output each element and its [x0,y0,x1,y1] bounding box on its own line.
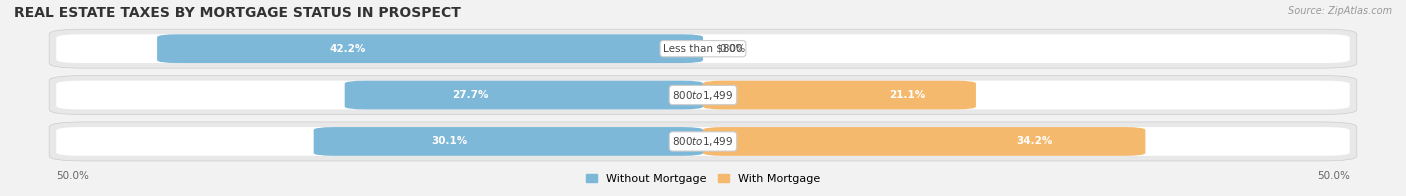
Text: 50.0%: 50.0% [1317,171,1350,181]
FancyBboxPatch shape [56,127,1350,156]
Text: 34.2%: 34.2% [1017,136,1053,146]
FancyBboxPatch shape [56,81,1350,109]
Text: $800 to $1,499: $800 to $1,499 [672,89,734,102]
Text: 0.0%: 0.0% [720,44,747,54]
Text: 42.2%: 42.2% [330,44,367,54]
FancyBboxPatch shape [314,127,703,156]
Text: 50.0%: 50.0% [56,171,89,181]
Text: 21.1%: 21.1% [890,90,925,100]
FancyBboxPatch shape [157,34,703,63]
Legend: Without Mortgage, With Mortgage: Without Mortgage, With Mortgage [582,170,824,189]
FancyBboxPatch shape [49,76,1357,114]
Text: $800 to $1,499: $800 to $1,499 [672,135,734,148]
Text: REAL ESTATE TAXES BY MORTGAGE STATUS IN PROSPECT: REAL ESTATE TAXES BY MORTGAGE STATUS IN … [14,6,461,20]
Text: 30.1%: 30.1% [432,136,468,146]
FancyBboxPatch shape [703,127,1146,156]
FancyBboxPatch shape [703,81,976,109]
Text: Less than $800: Less than $800 [664,44,742,54]
Text: 27.7%: 27.7% [451,90,488,100]
Text: Source: ZipAtlas.com: Source: ZipAtlas.com [1288,6,1392,16]
FancyBboxPatch shape [49,122,1357,161]
FancyBboxPatch shape [49,29,1357,68]
FancyBboxPatch shape [344,81,703,109]
FancyBboxPatch shape [56,34,1350,63]
